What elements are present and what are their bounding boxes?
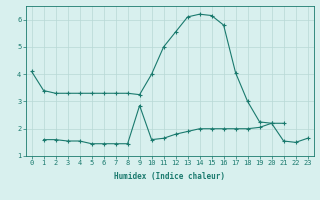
X-axis label: Humidex (Indice chaleur): Humidex (Indice chaleur) [114, 172, 225, 181]
